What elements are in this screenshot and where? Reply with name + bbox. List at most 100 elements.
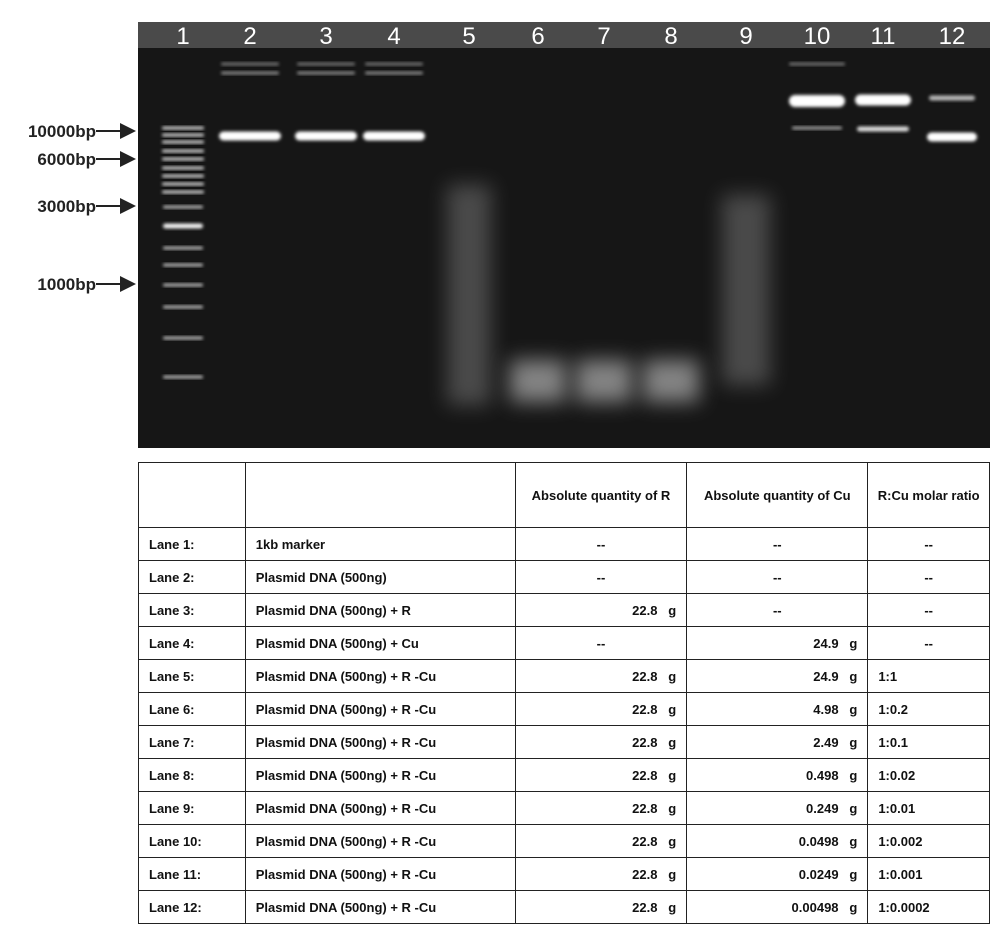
table-cell: 22.8 g: [514, 659, 688, 693]
table-cell: --: [686, 593, 869, 627]
table-cell: 22.8 g: [514, 692, 688, 726]
table-cell: 1kb marker: [244, 527, 516, 561]
table-cell: 1:1: [867, 659, 990, 693]
table-cell: R:Cu molar ratio: [867, 462, 990, 528]
table-cell: 1:0.002: [867, 824, 990, 858]
table-cell: 1:0.001: [867, 857, 990, 891]
table-cell: Plasmid DNA (500ng) + R -Cu: [244, 857, 516, 891]
table-cell: Plasmid DNA (500ng) + R -Cu: [244, 692, 516, 726]
table-row: Lane 10: Plasmid DNA (500ng) + R -Cu 22.8 …: [138, 824, 990, 858]
lane-number: 5: [462, 23, 475, 50]
table-cell: Plasmid DNA (500ng) + R -Cu: [244, 758, 516, 792]
band: [789, 62, 845, 66]
table-cell: --: [686, 527, 869, 561]
lane-table: Absolute quantity of R Absolute quantity …: [138, 462, 990, 924]
band: [295, 131, 357, 141]
table-cell: 0.0249 g: [686, 857, 869, 891]
table-cell: [138, 462, 246, 528]
table-cell: 2.49 g: [686, 725, 869, 759]
band: [163, 283, 203, 287]
table-cell: Lane 11:: [138, 857, 246, 891]
table-cell: Plasmid DNA (500ng) + R -Cu: [244, 791, 516, 825]
band: [855, 94, 911, 106]
band: [162, 149, 204, 153]
table-cell: Plasmid DNA (500ng) + Cu: [244, 626, 516, 660]
table-cell: --: [514, 560, 688, 594]
band: [163, 263, 203, 267]
table-row: Lane 4: Plasmid DNA (500ng) + Cu -- 24.9 g-…: [138, 626, 990, 660]
table-cell: Lane 1:: [138, 527, 246, 561]
lane-number: 6: [531, 23, 544, 50]
lane-number: 9: [739, 23, 752, 50]
table-cell: 0.00498 g: [686, 890, 869, 924]
band: [163, 246, 203, 250]
table-cell: Lane 9:: [138, 791, 246, 825]
band: [221, 62, 279, 66]
table-cell: Plasmid DNA (500ng): [244, 560, 516, 594]
table-cell: --: [867, 626, 990, 660]
table-cell: Plasmid DNA (500ng) + R -Cu: [244, 725, 516, 759]
smear: [447, 185, 491, 405]
table-cell: --: [514, 527, 688, 561]
band: [221, 71, 279, 75]
table-cell: 24.9 g: [686, 659, 869, 693]
table-row: Lane 8: Plasmid DNA (500ng) + R -Cu 22.8 g…: [138, 758, 990, 792]
table-cell: 0.0498 g: [686, 824, 869, 858]
table-cell: 22.8 g: [514, 791, 688, 825]
band: [297, 71, 355, 75]
band: [163, 375, 203, 379]
lane-number: 1: [176, 23, 189, 50]
table-cell: 1:0.02: [867, 758, 990, 792]
table-cell: Lane 4:: [138, 626, 246, 660]
lane-number: 7: [597, 23, 610, 50]
band: [162, 166, 204, 170]
table-row: Lane 3: Plasmid DNA (500ng) + R 22.8 g -- --: [138, 593, 990, 627]
table-cell: Lane 3:: [138, 593, 246, 627]
table-cell: 24.9 g: [686, 626, 869, 660]
table-row: Lane 12: Plasmid DNA (500ng) + R -Cu 22.8 …: [138, 890, 990, 924]
table-cell: Plasmid DNA (500ng) + R -Cu: [244, 890, 516, 924]
lane-number: 2: [243, 23, 256, 50]
table-row: Lane 9: Plasmid DNA (500ng) + R -Cu 22.8 g…: [138, 791, 990, 825]
marker-label: 6000bp: [37, 150, 96, 169]
table-cell: Absolute quantity of Cu: [686, 462, 869, 528]
table-cell: Lane 10:: [138, 824, 246, 858]
table-cell: 22.8 g: [514, 857, 688, 891]
table-cell: 4.98 g: [686, 692, 869, 726]
table-cell: 1:0.0002: [867, 890, 990, 924]
band: [792, 126, 842, 130]
smear: [576, 360, 632, 402]
table-cell: 0.249 g: [686, 791, 869, 825]
lane-number: 3: [319, 23, 332, 50]
table-cell: Absolute quantity of R: [514, 462, 688, 528]
table-row: Lane 7: Plasmid DNA (500ng) + R -Cu 22.8 g…: [138, 725, 990, 759]
band: [297, 62, 355, 66]
table-cell: --: [867, 593, 990, 627]
table-cell: 22.8 g: [514, 824, 688, 858]
band: [363, 131, 425, 141]
table-cell: 22.8 g: [514, 593, 688, 627]
bands: [162, 62, 977, 405]
table-cell: --: [867, 527, 990, 561]
band: [219, 131, 281, 141]
table-row: Lane 1: 1kb marker -- -- --: [138, 527, 990, 561]
lane-header: [138, 22, 990, 48]
band: [162, 174, 204, 178]
band: [163, 336, 203, 340]
band: [927, 132, 977, 142]
table-cell: Plasmid DNA (500ng) + R -Cu: [244, 659, 516, 693]
table-cell: 22.8 g: [514, 758, 688, 792]
marker-label: 10000bp: [28, 122, 96, 141]
table-cell: Plasmid DNA (500ng) + R: [244, 593, 516, 627]
smear: [643, 360, 699, 402]
band: [162, 157, 204, 161]
table-cell: --: [686, 560, 869, 594]
band: [857, 126, 909, 132]
band: [163, 305, 203, 309]
band: [789, 95, 845, 107]
table-cell: --: [867, 560, 990, 594]
lane-number: 4: [387, 23, 400, 50]
band: [162, 140, 204, 144]
band: [162, 182, 204, 186]
